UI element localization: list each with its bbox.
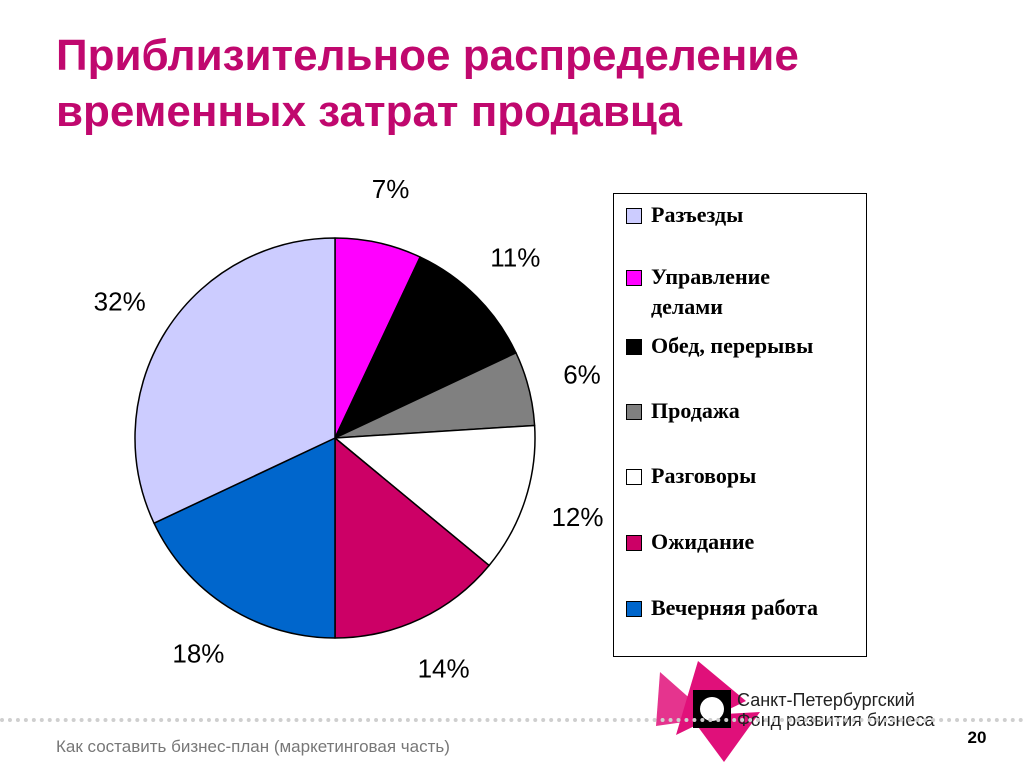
slice-percent-label: 14%	[418, 654, 470, 684]
footer-divider	[0, 718, 1024, 722]
legend-swatch	[626, 404, 642, 420]
slide-title-line-2: временных затрат продавца	[56, 87, 682, 136]
pie-slice	[334, 256, 517, 439]
legend-label: Разговоры	[651, 463, 757, 488]
slice-percent-label: 32%	[94, 286, 146, 316]
legend-item: Продажа	[626, 396, 871, 426]
org-name-line-1: Санкт-Петербургский	[737, 690, 915, 710]
pie-slice	[153, 437, 336, 639]
legend-swatch	[626, 601, 642, 617]
slice-percent-label: 6%	[563, 360, 601, 390]
page-number: 20	[967, 728, 987, 747]
legend-swatch	[626, 535, 642, 551]
pie-slice	[334, 424, 536, 567]
legend-swatch	[626, 469, 642, 485]
chart-legend: Разъезды Управление делами Обед, перерыв…	[613, 193, 867, 657]
pie-slice	[134, 237, 336, 524]
legend-label: Вечерняя работа	[651, 595, 819, 620]
legend-item: Обед, перерывы	[626, 331, 871, 361]
slice-percent-label: 18%	[172, 638, 224, 668]
legend-label: Управление делами	[651, 264, 771, 319]
legend-label: Обед, перерывы	[651, 333, 814, 358]
pie-slice	[334, 437, 490, 639]
slide-title-line-1: Приблизительное распределение	[56, 31, 799, 80]
slide-title: Приблизительное распределение временных …	[56, 28, 956, 140]
org-name: Санкт-Петербургский Фонд развития бизнес…	[737, 690, 934, 730]
legend-swatch	[626, 270, 642, 286]
slice-percent-label: 7%	[372, 174, 410, 204]
legend-item: Разговоры	[626, 461, 871, 491]
legend-label: Продажа	[651, 398, 740, 423]
slice-percent-label: 12%	[551, 502, 603, 532]
legend-swatch	[626, 208, 642, 224]
legend-item: Ожидание	[626, 527, 871, 557]
legend-label: Разъезды	[651, 202, 744, 227]
legend-item: Управление делами	[626, 262, 821, 322]
legend-item: Разъезды	[626, 200, 871, 230]
legend-item: Вечерняя работа	[626, 593, 871, 623]
legend-label: Ожидание	[651, 529, 755, 554]
legend-swatch	[626, 339, 642, 355]
footer-text: Как составить бизнес-план (маркетинговая…	[56, 737, 450, 756]
slice-percent-label: 11%	[490, 243, 540, 273]
